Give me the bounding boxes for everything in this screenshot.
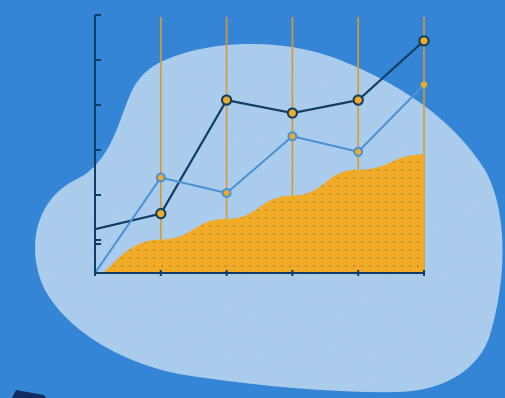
data-point bbox=[418, 35, 430, 47]
area-series bbox=[103, 154, 424, 273]
line-series bbox=[94, 39, 425, 274]
data-point bbox=[286, 107, 298, 119]
area-dot-texture bbox=[103, 154, 424, 273]
data-point bbox=[155, 208, 167, 220]
data-point bbox=[352, 94, 364, 106]
series-line-dark bbox=[94, 39, 425, 231]
corner-shape bbox=[12, 390, 46, 398]
data-markers bbox=[155, 35, 430, 220]
data-point bbox=[287, 131, 298, 142]
data-point bbox=[221, 94, 233, 106]
data-point bbox=[353, 146, 364, 157]
chart-axes bbox=[94, 14, 425, 276]
data-point bbox=[155, 172, 166, 183]
data-point bbox=[221, 188, 232, 199]
series-line-light bbox=[94, 83, 425, 274]
data-point bbox=[420, 81, 428, 88]
